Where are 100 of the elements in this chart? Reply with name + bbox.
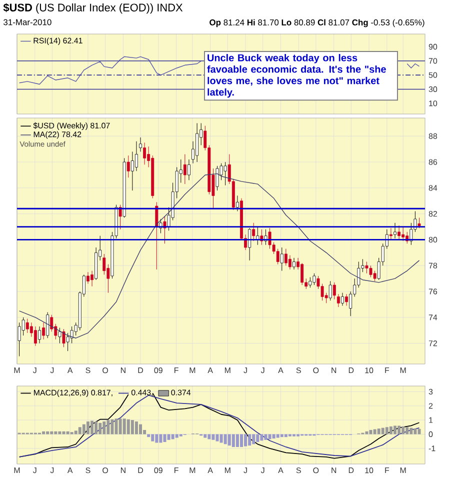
candlestick <box>394 222 396 239</box>
candlestick <box>268 228 272 250</box>
candlestick <box>143 142 146 165</box>
bar <box>406 427 409 434</box>
candlestick <box>58 328 62 344</box>
text: Op 81.24 Hi 81.70 Lo 80.89 Cl 81.07 Chg -0.53 (-0.65%) <box>210 19 424 28</box>
bar <box>74 430 78 434</box>
candlestick <box>336 294 340 308</box>
bar <box>385 427 388 434</box>
bar <box>118 418 122 434</box>
bar <box>256 434 260 442</box>
candlestick <box>288 254 292 270</box>
candlestick <box>38 326 41 344</box>
candlestick <box>216 166 219 191</box>
bar <box>272 434 276 438</box>
bar <box>82 424 86 434</box>
candlestick <box>34 326 37 346</box>
bar <box>86 421 90 434</box>
bar <box>122 418 126 434</box>
candlestick <box>183 154 186 184</box>
bar <box>167 434 170 440</box>
bar <box>402 426 405 434</box>
bar <box>414 428 417 434</box>
candlestick <box>248 228 252 261</box>
candlestick <box>42 322 46 340</box>
bar <box>147 434 150 438</box>
bar <box>377 428 380 434</box>
bar <box>94 421 98 434</box>
bar <box>163 434 166 442</box>
annotation: Uncle Buck weak today on less favoable economic data. It's the "she loves me, she loves me not" market lately. <box>207 54 386 98</box>
bar <box>381 428 384 434</box>
candlestick <box>276 248 280 265</box>
chart-title: $USD (US Dollar Index (EOD)) INDX <box>3 3 183 14</box>
candlestick <box>46 312 50 338</box>
candlestick <box>308 277 312 288</box>
candlestick <box>369 265 372 278</box>
candlestick <box>66 332 70 352</box>
bar <box>373 429 376 434</box>
candlestick <box>50 314 54 332</box>
candlestick <box>345 294 348 306</box>
bar <box>106 420 110 434</box>
bar <box>398 426 401 434</box>
bar <box>240 434 243 447</box>
candlestick <box>134 141 138 172</box>
bar <box>110 419 114 434</box>
bar <box>369 430 372 434</box>
bar <box>208 434 211 440</box>
candlestick <box>398 225 401 240</box>
candlestick <box>389 228 392 240</box>
bar <box>220 434 223 443</box>
bar <box>410 428 413 434</box>
bar <box>175 434 178 438</box>
bar <box>280 434 284 438</box>
bar <box>389 426 392 434</box>
bar <box>126 419 130 434</box>
bar <box>90 420 94 434</box>
bar <box>252 434 256 444</box>
bar <box>139 424 142 434</box>
bar <box>264 434 268 440</box>
candlestick <box>300 262 304 286</box>
candlestick <box>26 318 29 334</box>
chart-subtitle: 31-Mar-2010 <box>4 19 52 26</box>
bar <box>134 421 138 434</box>
candlestick <box>130 151 134 191</box>
bar <box>102 421 106 434</box>
candlestick <box>312 273 316 286</box>
bar <box>260 434 264 441</box>
candlestick <box>236 195 239 212</box>
bar <box>244 434 248 446</box>
bar <box>171 434 174 440</box>
candlestick <box>292 258 296 270</box>
candlestick <box>280 247 284 272</box>
bar <box>268 434 272 440</box>
bar <box>78 427 82 434</box>
candlestick <box>70 326 74 344</box>
candlestick <box>284 248 288 266</box>
bar <box>216 434 219 442</box>
candlestick <box>155 202 158 270</box>
candlestick <box>196 122 199 162</box>
candlestick <box>418 217 421 228</box>
bar <box>236 434 239 447</box>
bar <box>204 434 207 438</box>
candlestick <box>252 222 256 242</box>
candlestick <box>341 292 344 306</box>
candlestick <box>332 282 336 300</box>
bar <box>155 434 158 443</box>
candlestick <box>365 261 368 274</box>
bar <box>224 434 227 444</box>
candlestick <box>328 280 332 301</box>
bar <box>98 422 102 434</box>
candlestick <box>126 155 130 178</box>
bar <box>151 434 154 442</box>
bar <box>228 434 231 446</box>
candlestick <box>90 270 94 287</box>
candlestick <box>139 137 142 152</box>
candlestick <box>62 328 66 348</box>
bar <box>114 418 118 434</box>
candlestick <box>18 322 21 356</box>
candlestick <box>224 162 227 186</box>
candlestick <box>373 270 376 282</box>
